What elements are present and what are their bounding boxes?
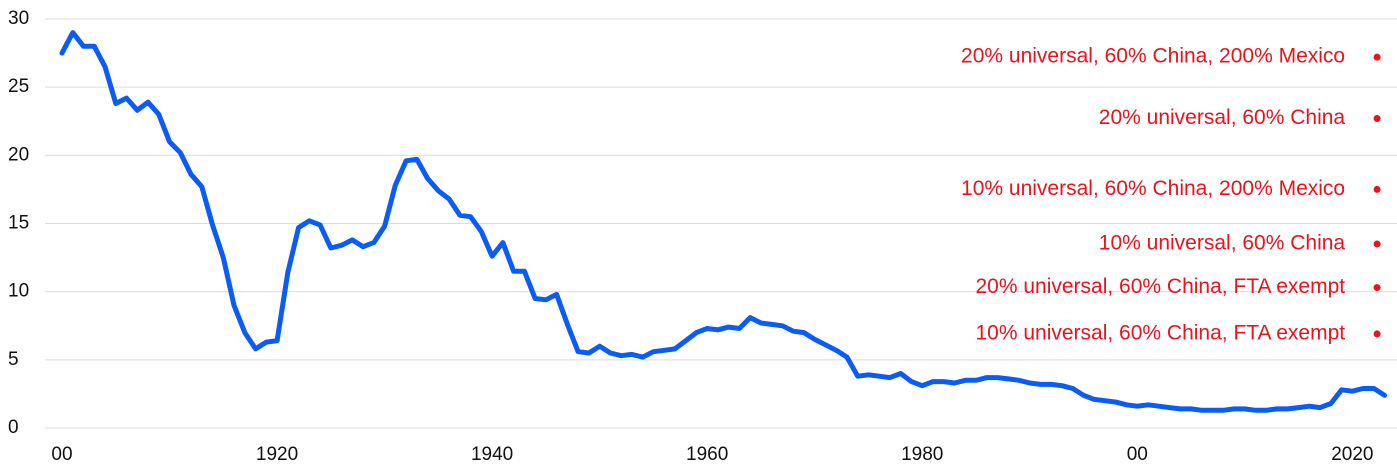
x-tick-label: 1960 [686,444,728,465]
x-tick-label: 2020 [1331,444,1373,465]
y-tick-label: 5 [8,349,19,370]
scenario-dot [1373,53,1381,61]
scenario-dot [1373,240,1381,248]
y-tick-label: 0 [8,417,19,438]
x-tick-label: 00 [51,444,72,465]
x-tick-label: 1920 [256,444,298,465]
scenario-label: 10% universal, 60% China, FTA exempt [975,321,1345,344]
y-tick-label: 10 [8,281,29,302]
x-tick-label: 1940 [471,444,513,465]
x-tick-label: 1980 [901,444,943,465]
scenario-dot [1373,284,1381,292]
y-tick-label: 15 [8,213,29,234]
scenario-label: 10% universal, 60% China [1099,231,1346,254]
x-tick-label: 00 [1127,444,1148,465]
scenario-dot [1373,185,1381,193]
scenario-label: 20% universal, 60% China, 200% Mexico [961,45,1345,68]
y-tick-label: 25 [8,76,29,97]
scenario-dot [1373,115,1381,123]
y-tick-label: 30 [8,8,29,29]
scenario-label: 20% universal, 60% China [1099,106,1346,129]
y-tick-label: 20 [8,144,29,165]
scenario-dot [1373,330,1381,338]
scenario-label: 10% universal, 60% China, 200% Mexico [961,177,1345,200]
line-series [59,30,1388,413]
scenario-label: 20% universal, 60% China, FTA exempt [975,275,1345,298]
